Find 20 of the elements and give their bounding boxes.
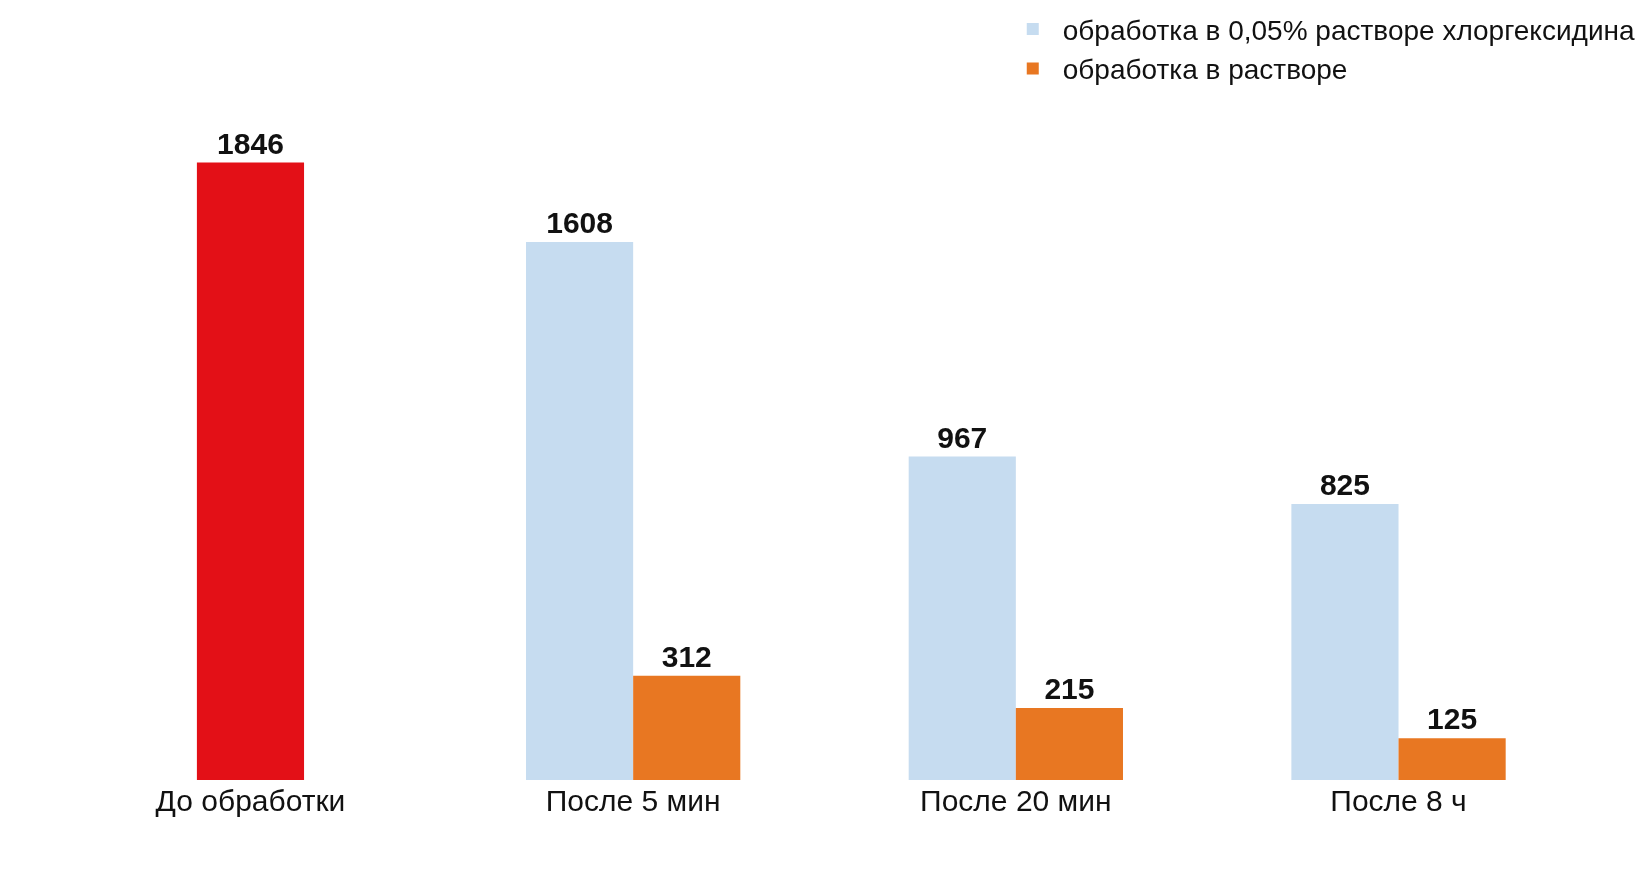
- data-label: 1846: [217, 126, 284, 160]
- legend-label: обработка в 0,05% растворе хлоргексидина: [1062, 14, 1636, 46]
- data-label: 125: [1427, 702, 1478, 736]
- bar: [526, 242, 634, 780]
- x-tick-label: После 20 мин: [920, 784, 1112, 817]
- bar: [1398, 738, 1506, 780]
- bar: [633, 675, 741, 780]
- data-label: 967: [937, 420, 988, 454]
- bar: [1015, 708, 1123, 780]
- bar: [196, 162, 305, 780]
- x-tick-label: После 8 ч: [1330, 784, 1467, 817]
- data-label: 312: [661, 639, 712, 673]
- data-label: 1608: [546, 206, 613, 240]
- data-label: 215: [1044, 672, 1095, 706]
- bar: [1291, 504, 1399, 780]
- x-tick-label: После 5 мин: [545, 784, 721, 817]
- legend-label: обработка в растворе: [1062, 54, 1348, 86]
- bar: [908, 456, 1016, 780]
- data-label: 825: [1319, 468, 1370, 502]
- x-tick-label: До обработки: [155, 784, 346, 817]
